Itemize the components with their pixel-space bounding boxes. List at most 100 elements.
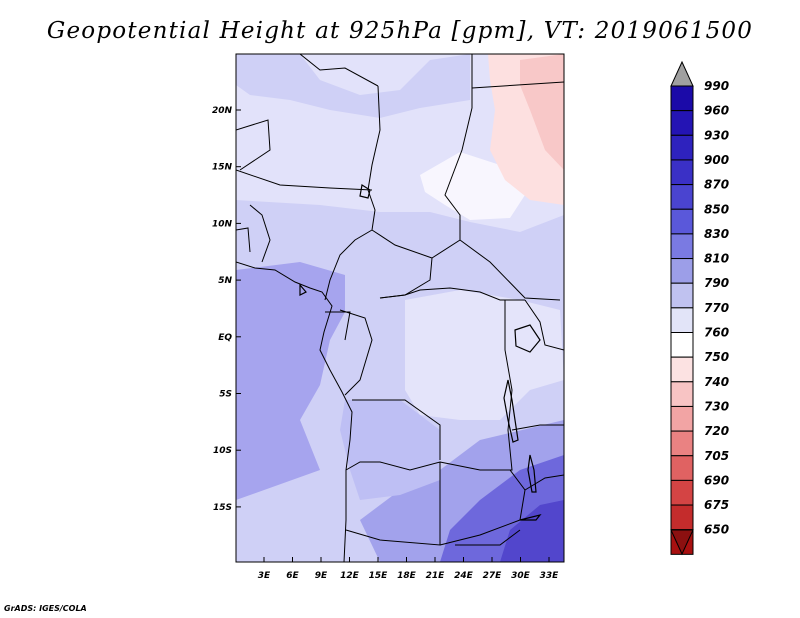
border-kenya <box>524 299 564 351</box>
lat-tick-label: EQ <box>218 333 232 343</box>
lon-tick-label: 27E <box>483 571 503 581</box>
colorbar-box <box>670 504 694 531</box>
colorbar-label: 930 <box>704 128 729 142</box>
lon-tick-label: 30E <box>511 571 531 581</box>
colorbar-box <box>670 307 694 334</box>
lat-labels: 20N 15N 10N 5N EQ 5S 10S 15S <box>212 106 233 513</box>
lake-chad <box>359 184 371 199</box>
lon-tick-label: 21E <box>426 571 446 581</box>
lon-tick-label: 18E <box>397 571 417 581</box>
lakes <box>299 184 542 521</box>
lon-tick-label: 9E <box>315 571 328 581</box>
lat-tick-label: 10N <box>212 219 233 229</box>
border-mozambique <box>524 474 564 491</box>
lon-tick-label: 33E <box>540 571 560 581</box>
colorbar-boxes <box>670 85 694 555</box>
colorbar-label: 760 <box>704 326 729 340</box>
colorbar-label: 720 <box>704 424 729 438</box>
lake-tanganyika <box>503 379 519 443</box>
field-region-gulf <box>236 262 345 500</box>
colorbar-box <box>670 85 694 112</box>
colorbar-box <box>670 233 694 260</box>
colorbar-label: 675 <box>704 498 729 512</box>
colorbar-box <box>670 208 694 235</box>
colorbar-label: 830 <box>704 227 729 241</box>
colorbar-box <box>670 356 694 383</box>
colorbar-box <box>670 134 694 161</box>
colorbar-labels: 990 960 930 900 870 850 830 810 790 770 760 750 740 7… <box>704 79 729 537</box>
colorbar-box <box>670 455 694 481</box>
credit-text: GrADS: IGES/COLA <box>4 604 87 613</box>
lake-volta <box>299 283 307 296</box>
colorbar-label: 990 <box>704 79 729 93</box>
border-angola-north <box>352 399 441 460</box>
lake-malawi <box>527 454 537 493</box>
colorbar-label: 690 <box>704 473 729 487</box>
colorbar: 990 960 930 900 870 850 830 810 790 770 760 750 740 7… <box>670 60 729 556</box>
lon-tick-label: 6E <box>286 571 299 581</box>
border-nigeria-cameroon <box>324 229 373 301</box>
chart-title: Geopotential Height at 925hPa [gpm], VT:… <box>46 18 754 44</box>
colorbar-bottom-arrow <box>670 529 694 556</box>
border-drc-north <box>379 287 525 301</box>
colorbar-label: 740 <box>704 375 729 389</box>
lon-tick-label: 3E <box>258 571 271 581</box>
lat-tick-label: 15S <box>213 503 232 513</box>
lat-tick-label: 5S <box>219 390 232 400</box>
colorbar-label: 810 <box>704 252 729 266</box>
colorbar-box <box>670 332 694 358</box>
lat-tick-label: 15N <box>212 163 233 173</box>
field-region-congo-mid <box>340 400 440 500</box>
geopotential-field <box>236 54 564 562</box>
colorbar-box <box>670 381 694 407</box>
border-westafrica-3 <box>236 227 251 253</box>
colorbar-box <box>670 282 694 309</box>
lon-tick-label: 12E <box>340 571 360 581</box>
border-coast-west <box>236 261 353 562</box>
colorbar-label: 870 <box>704 178 729 192</box>
colorbar-box <box>670 479 694 506</box>
border-ethiopia <box>459 239 561 301</box>
colorbar-label: 850 <box>704 202 729 216</box>
colorbar-box <box>670 405 694 432</box>
colorbar-label: 705 <box>704 449 729 463</box>
border-gabon <box>325 311 351 341</box>
lon-tick-label: 15E <box>369 571 389 581</box>
lat-tick-label: 20N <box>212 106 233 116</box>
field-region-deepest-southeast <box>500 500 564 562</box>
border-sudan-north <box>471 81 564 89</box>
colorbar-box <box>670 258 694 284</box>
map-frame <box>235 53 565 563</box>
border-chad-west <box>367 85 381 231</box>
colorbar-label: 790 <box>704 276 729 290</box>
lon-labels: 3E 6E 9E 12E 15E 18E 21E 24E 27E 30E 33E <box>258 571 559 581</box>
lake-kariba <box>519 513 542 521</box>
colorbar-label: 770 <box>704 301 729 315</box>
border-westafrica-2 <box>249 204 271 263</box>
lake-victoria <box>514 324 541 353</box>
border-libya <box>299 54 379 87</box>
country-borders <box>236 54 564 562</box>
lon-tick-label: 24E <box>454 571 474 581</box>
colorbar-label: 650 <box>704 523 729 537</box>
colorbar-box <box>670 430 694 457</box>
border-congo <box>339 309 373 396</box>
border-niger-south <box>236 169 373 191</box>
axis-ticks <box>236 109 550 562</box>
colorbar-box <box>670 110 694 136</box>
colorbar-box <box>670 184 694 210</box>
border-tanzania <box>511 424 564 431</box>
lat-tick-label: 5N <box>218 276 232 286</box>
colorbar-top-arrow <box>670 60 694 87</box>
border-westafrica-1 <box>236 119 271 171</box>
border-angola-south <box>345 461 441 546</box>
field-region-east-africa <box>405 290 564 420</box>
colorbar-label: 900 <box>704 153 729 167</box>
colorbar-label: 750 <box>704 350 729 364</box>
colorbar-label: 960 <box>704 104 729 118</box>
colorbar-label: 730 <box>704 399 729 413</box>
colorbar-box <box>670 159 694 186</box>
field-region-mid-north <box>236 54 470 118</box>
border-zimbabwe <box>455 529 521 546</box>
